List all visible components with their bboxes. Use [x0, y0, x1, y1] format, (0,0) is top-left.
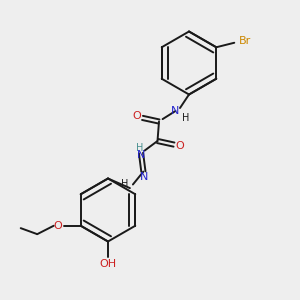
Text: H: H	[182, 112, 190, 123]
Text: N: N	[171, 106, 180, 116]
Text: OH: OH	[99, 259, 117, 269]
Text: O: O	[133, 111, 142, 122]
Text: N: N	[137, 150, 145, 161]
Text: N: N	[140, 172, 148, 182]
Text: H: H	[136, 143, 143, 154]
Text: O: O	[54, 221, 63, 231]
Text: O: O	[175, 141, 184, 151]
Text: H: H	[121, 178, 128, 189]
Text: Br: Br	[239, 36, 251, 46]
